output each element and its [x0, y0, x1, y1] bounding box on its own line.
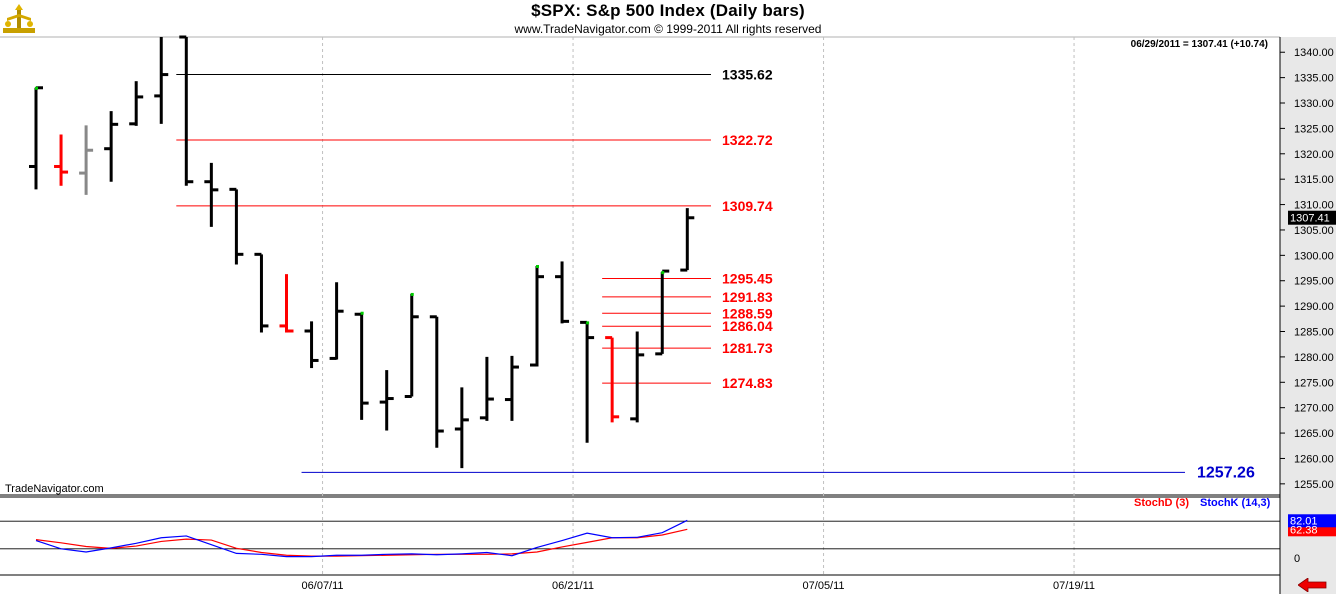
y-tick-label: 1300.00: [1294, 250, 1334, 262]
stochd-last-label: 62.38: [1290, 524, 1318, 536]
x-tick-label: 06/21/11: [552, 580, 594, 592]
y-tick-label: 1320.00: [1294, 149, 1334, 161]
level-label: 1322.72: [722, 132, 773, 148]
signal-dot: [410, 292, 414, 296]
signal-dot: [360, 311, 364, 315]
price-axis-background: [1280, 37, 1336, 594]
watermark-label: TradeNavigator.com: [5, 483, 104, 495]
y-tick-label: 1275.00: [1294, 377, 1334, 389]
signal-dot: [35, 86, 38, 90]
chart-title: $SPX: S&p 500 Index (Daily bars): [531, 1, 805, 20]
stoch-y-tick-label: 0: [1294, 553, 1300, 565]
chart-subtitle: www.TradeNavigator.com © 1999-2011 All r…: [514, 22, 822, 36]
y-tick-label: 1290.00: [1294, 301, 1334, 313]
level-label: 1295.45: [722, 270, 773, 286]
y-tick-label: 1280.00: [1294, 352, 1334, 364]
y-tick-label: 1325.00: [1294, 123, 1334, 135]
stochk-line: [35, 519, 688, 558]
level-label: 1335.62: [722, 66, 773, 82]
stochastic-panel: [0, 519, 1280, 558]
last-price-box: [1288, 210, 1336, 225]
stochk-legend: StochK (14,3): [1200, 497, 1271, 509]
level-label: 1309.74: [722, 198, 773, 214]
price-readout: 06/29/2011 = 1307.41 (+10.74): [1131, 39, 1268, 50]
y-tick-label: 1255.00: [1294, 479, 1334, 491]
y-tick-label: 1340.00: [1294, 47, 1334, 59]
y-tick-label: 1285.00: [1294, 327, 1334, 339]
signal-dot: [536, 265, 539, 269]
y-tick-label: 1335.00: [1294, 73, 1334, 85]
y-tick-label: 1295.00: [1294, 276, 1334, 288]
y-tick-label: 1310.00: [1294, 200, 1334, 212]
tradenavigator-logo-icon: [2, 2, 36, 39]
signal-dot: [661, 271, 665, 275]
level-label: 1257.26: [1197, 464, 1255, 481]
y-tick-label: 1315.00: [1294, 174, 1334, 186]
level-label: 1288.59: [722, 305, 773, 321]
stochk-last-label: 82.01: [1290, 515, 1318, 527]
grid-lines: [0, 36, 1336, 576]
signal-dot: [586, 321, 590, 325]
level-label: 1274.83: [722, 375, 773, 391]
last-price-label: 1307.41: [1290, 213, 1330, 225]
stochd-legend: StochD (3): [1134, 497, 1189, 509]
level-lines: [176, 73, 1185, 473]
scroll-left-arrow-icon[interactable]: [1297, 577, 1328, 597]
price-bars: [29, 35, 695, 469]
stochk-last-box: [1288, 514, 1336, 528]
x-tick-label: 07/05/11: [803, 580, 845, 592]
x-tick-label: 07/19/11: [1053, 580, 1095, 592]
y-tick-label: 1270.00: [1294, 403, 1334, 415]
y-tick-label: 1265.00: [1294, 428, 1334, 440]
level-label: 1286.04: [722, 318, 773, 334]
level-label: 1281.73: [722, 340, 773, 356]
chart-labels: 06/07/11 06/21/11 07/05/11 07/19/11 1255.00 1…: [5, 39, 1334, 592]
y-tick-label: 1330.00: [1294, 98, 1334, 110]
x-tick-label: 06/07/11: [302, 580, 344, 592]
price-axis: [1279, 37, 1336, 594]
level-label: 1291.83: [722, 289, 773, 305]
y-tick-label: 1260.00: [1294, 453, 1334, 465]
y-tick-label: 1305.00: [1294, 225, 1334, 237]
